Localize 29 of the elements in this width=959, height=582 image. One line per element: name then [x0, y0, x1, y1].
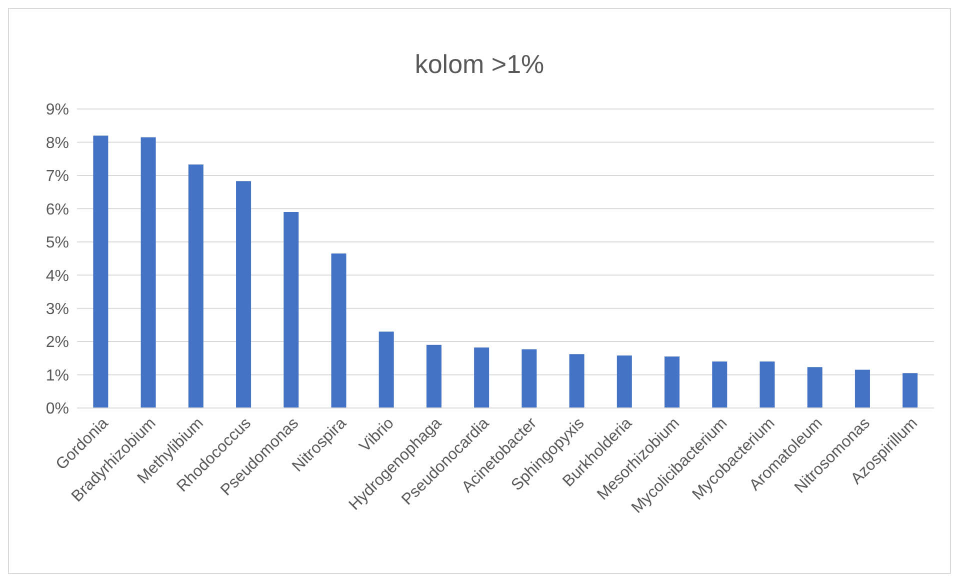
bar	[378, 332, 394, 408]
bar	[616, 356, 632, 408]
bar	[712, 361, 728, 408]
y-tick-label: 2%	[46, 334, 69, 352]
bar	[664, 356, 680, 408]
bar	[188, 164, 204, 408]
bar	[331, 254, 346, 408]
bar	[426, 344, 442, 408]
bar	[522, 349, 537, 408]
chart-title: kolom >1%	[414, 49, 546, 81]
bar	[236, 181, 252, 408]
y-tick-label: 7%	[46, 168, 69, 186]
y-tick-label: 4%	[46, 268, 69, 285]
bar	[854, 370, 870, 408]
bar	[93, 136, 108, 408]
bar	[284, 212, 299, 408]
bar	[902, 373, 918, 408]
bar	[760, 361, 775, 408]
bar	[807, 367, 822, 408]
y-tick-label: 1%	[46, 367, 69, 384]
bar	[569, 354, 584, 408]
y-tick-label: 3%	[46, 301, 69, 318]
y-tick-label: 0%	[46, 400, 69, 418]
y-tick-label: 9%	[46, 102, 69, 119]
y-tick-label: 5%	[46, 234, 69, 252]
bar	[474, 348, 490, 408]
bar	[140, 137, 156, 408]
y-tick-label: 8%	[46, 134, 69, 152]
y-tick-label: 6%	[46, 201, 69, 218]
